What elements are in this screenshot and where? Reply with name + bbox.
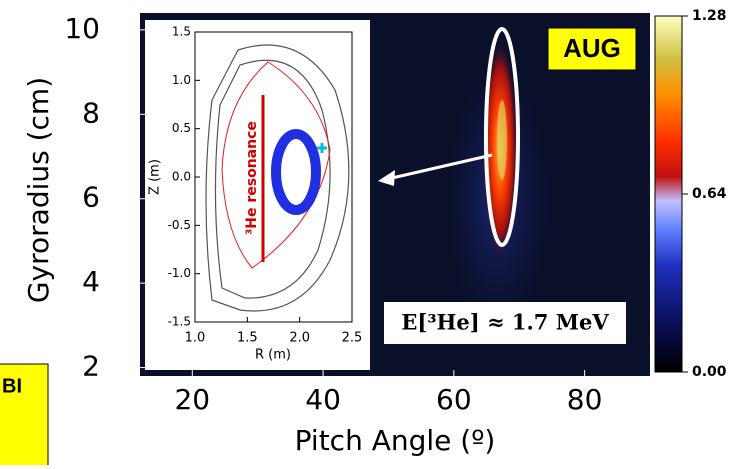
x-tick-label: 2.0 — [289, 331, 310, 346]
y-tick-label: 2 — [82, 350, 100, 383]
x-tick-label: 60 — [436, 383, 472, 416]
energy-box — [384, 302, 626, 344]
heatmap-core — [497, 100, 507, 180]
colorbar-tick-label: 0.00 — [692, 364, 727, 380]
y-axis-label: Gyroradius (cm) — [22, 77, 55, 303]
x-tick-label: 40 — [305, 383, 341, 416]
label-box — [0, 363, 49, 469]
arrow-head — [378, 170, 395, 186]
bi-label: BI — [2, 375, 22, 397]
x-tick-label: 1.0 — [185, 331, 206, 346]
y-tick-label: 6 — [82, 181, 100, 214]
colorbar — [654, 15, 683, 373]
orbit — [271, 129, 321, 215]
x-tick-label: 2.5 — [342, 331, 363, 346]
y-axis-label: Z (m) — [148, 159, 163, 195]
marker — [317, 143, 327, 153]
highlight-ellipse — [484, 27, 520, 247]
arrow — [391, 153, 493, 180]
y-tick-label: 10 — [64, 12, 100, 45]
inset-background — [145, 20, 370, 370]
energy-label: E[³He] ≈ 1.7 MeV — [401, 310, 609, 335]
colorbar-tick-label: 1.28 — [692, 8, 727, 24]
x-tick-label: 80 — [567, 383, 603, 416]
x-tick-label: 20 — [174, 383, 210, 416]
resonance-label: ³He resonance — [244, 121, 260, 235]
y-tick-label: -1.0 — [168, 266, 191, 280]
y-tick-label: 0.5 — [172, 121, 191, 135]
y-tick-label: 1.0 — [172, 73, 191, 87]
label-box — [547, 27, 637, 71]
x-axis-label: Pitch Angle (º) — [295, 424, 496, 457]
y-tick-label: -0.5 — [168, 218, 191, 232]
y-tick-label: 1.5 — [172, 25, 191, 39]
y-tick-label: -1.5 — [168, 315, 191, 329]
y-tick-label: 4 — [82, 265, 100, 298]
x-tick-label: 1.5 — [237, 331, 258, 346]
inset: ³He resonance 1.0 1.5 2.0 2.5 1.5 1.0 0.5 0.0 -0.… — [145, 20, 370, 370]
y-tick-label: 0.0 — [172, 170, 191, 184]
x-axis-label: R (m) — [255, 348, 291, 363]
vessel-inner — [214, 59, 331, 299]
vessel-outer — [205, 44, 350, 312]
separatrix — [221, 61, 331, 269]
colorbar-tick-label: 0.64 — [692, 186, 727, 202]
aug-label: AUG — [563, 33, 621, 63]
y-tick-label: 8 — [82, 96, 100, 129]
